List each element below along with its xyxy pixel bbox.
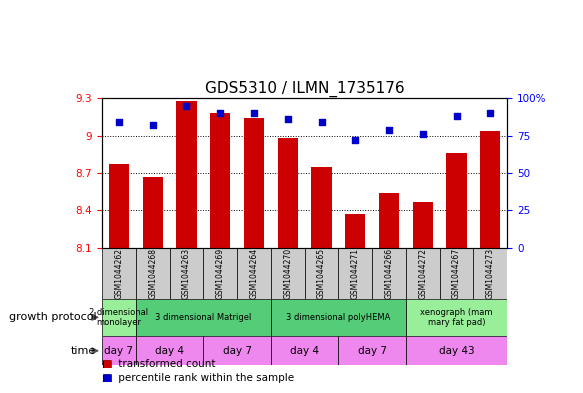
Text: 2 dimensional
monolayer: 2 dimensional monolayer <box>89 308 149 327</box>
Bar <box>379 193 399 248</box>
Bar <box>136 248 170 299</box>
Bar <box>271 336 338 365</box>
Text: GSM1044263: GSM1044263 <box>182 248 191 299</box>
Text: GSM1044265: GSM1044265 <box>317 248 326 299</box>
Bar <box>447 153 466 248</box>
Bar <box>170 248 203 299</box>
Bar <box>109 164 129 248</box>
Text: growth protocol: growth protocol <box>9 312 96 322</box>
Text: day 7: day 7 <box>104 346 134 356</box>
Bar <box>203 248 237 299</box>
Bar <box>345 214 366 248</box>
Text: day 7: day 7 <box>357 346 387 356</box>
Text: ■  percentile rank within the sample: ■ percentile rank within the sample <box>102 373 294 383</box>
Bar <box>136 299 271 336</box>
Text: GSM1044262: GSM1044262 <box>114 248 124 299</box>
Bar <box>136 336 203 365</box>
Bar <box>278 138 298 248</box>
Text: day 4: day 4 <box>290 346 319 356</box>
Text: GSM1044269: GSM1044269 <box>216 248 224 299</box>
Text: ■: ■ <box>102 360 112 369</box>
Point <box>317 119 326 125</box>
Bar <box>102 248 136 299</box>
Point <box>283 116 293 122</box>
Text: GSM1044272: GSM1044272 <box>418 248 427 299</box>
Text: GSM1044264: GSM1044264 <box>250 248 258 299</box>
Title: GDS5310 / ILMN_1735176: GDS5310 / ILMN_1735176 <box>205 81 405 97</box>
Bar <box>440 248 473 299</box>
Point <box>148 122 157 128</box>
Point <box>418 131 427 137</box>
Bar <box>304 248 338 299</box>
Bar <box>237 248 271 299</box>
Text: day 43: day 43 <box>439 346 475 356</box>
Bar <box>203 336 271 365</box>
Point <box>486 110 495 116</box>
Bar <box>406 299 507 336</box>
Point <box>216 110 225 116</box>
Bar <box>311 167 332 248</box>
Text: 3 dimensional Matrigel: 3 dimensional Matrigel <box>155 313 251 322</box>
Point <box>350 137 360 143</box>
Point <box>452 113 461 119</box>
Bar <box>372 248 406 299</box>
Bar <box>176 101 196 248</box>
Text: GSM1044267: GSM1044267 <box>452 248 461 299</box>
Text: GSM1044266: GSM1044266 <box>385 248 394 299</box>
Bar <box>338 336 406 365</box>
Bar <box>102 299 136 336</box>
Text: time: time <box>71 346 96 356</box>
Text: 3 dimensional polyHEMA: 3 dimensional polyHEMA <box>286 313 391 322</box>
Text: ■  transformed count: ■ transformed count <box>102 360 216 369</box>
Bar <box>102 336 136 365</box>
Point <box>250 110 259 116</box>
Text: day 4: day 4 <box>155 346 184 356</box>
Bar <box>338 248 372 299</box>
Text: xenograph (mam
mary fat pad): xenograph (mam mary fat pad) <box>420 308 493 327</box>
Text: GSM1044273: GSM1044273 <box>486 248 495 299</box>
Bar <box>271 248 304 299</box>
Bar <box>210 113 230 248</box>
Bar <box>413 202 433 248</box>
Bar <box>406 248 440 299</box>
Text: GSM1044268: GSM1044268 <box>148 248 157 299</box>
Point <box>182 103 191 109</box>
Text: GSM1044270: GSM1044270 <box>283 248 292 299</box>
Text: ■: ■ <box>102 373 112 383</box>
Text: day 7: day 7 <box>223 346 252 356</box>
Bar <box>406 336 507 365</box>
Point <box>384 127 394 133</box>
Bar <box>142 177 163 248</box>
Bar <box>271 299 406 336</box>
Bar <box>480 130 500 248</box>
Point <box>114 119 124 125</box>
Bar <box>473 248 507 299</box>
Text: GSM1044271: GSM1044271 <box>351 248 360 299</box>
Bar <box>244 118 264 248</box>
